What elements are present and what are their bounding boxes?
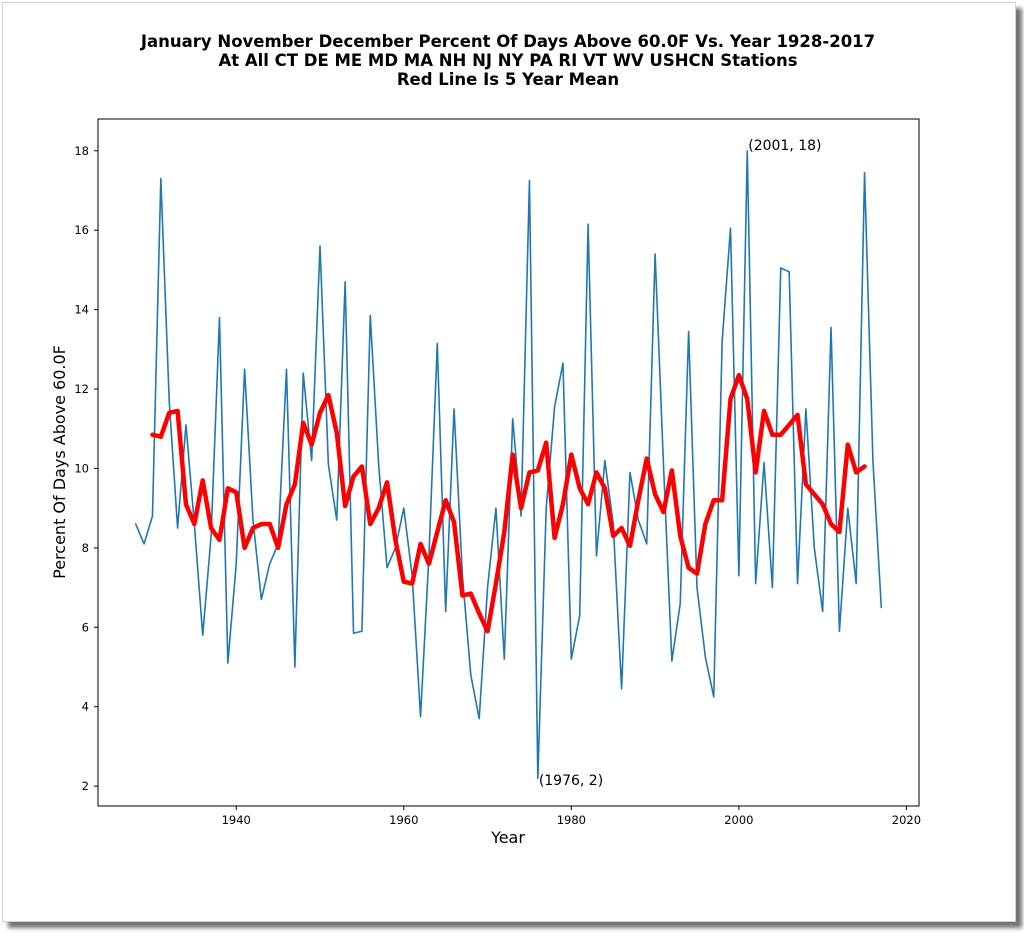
series-line [134, 149, 883, 779]
x-tick-label: 1940 [222, 813, 251, 827]
title-line-3: Red Line Is 5 Year Mean [396, 70, 620, 89]
y-tick-label: 10 [74, 461, 89, 475]
y-tick-label: 4 [82, 700, 89, 714]
chart-title: January November December Percent Of Day… [0, 32, 1016, 89]
y-tick-label: 2 [82, 779, 89, 793]
x-tick-label: 2020 [892, 813, 921, 827]
x-tick-label: 1960 [389, 813, 418, 827]
title-line-1: January November December Percent Of Day… [140, 32, 876, 51]
x-axis-label: Year [490, 828, 525, 847]
point-annotation: (2001, 18) [748, 138, 821, 154]
x-axis: 1940 1960 1980 2000 2020 [222, 806, 921, 827]
x-tick-label: 2000 [724, 813, 753, 827]
x-tick-label: 1980 [557, 813, 586, 827]
y-tick-label: 8 [82, 541, 89, 555]
plot-area-frame [97, 118, 920, 807]
mean-line [150, 372, 867, 634]
y-tick-label: 18 [74, 144, 89, 158]
y-tick-label: 6 [82, 620, 89, 634]
series-layer [134, 149, 883, 779]
y-tick-label: 12 [74, 382, 89, 396]
point-annotation: (1976, 2) [539, 773, 603, 789]
y-tick-label: 14 [74, 303, 89, 317]
annotation-layer: (2001, 18) (1976, 2) [539, 138, 822, 789]
y-axis: 2 4 6 8 10 12 14 16 18 [74, 144, 98, 793]
y-tick-label: 16 [74, 223, 89, 237]
title-line-2: At All CT DE ME MD MA NH NJ NY PA RI VT … [218, 51, 798, 70]
y-axis-label: Percent Of Days Above 60.0F [50, 345, 69, 579]
